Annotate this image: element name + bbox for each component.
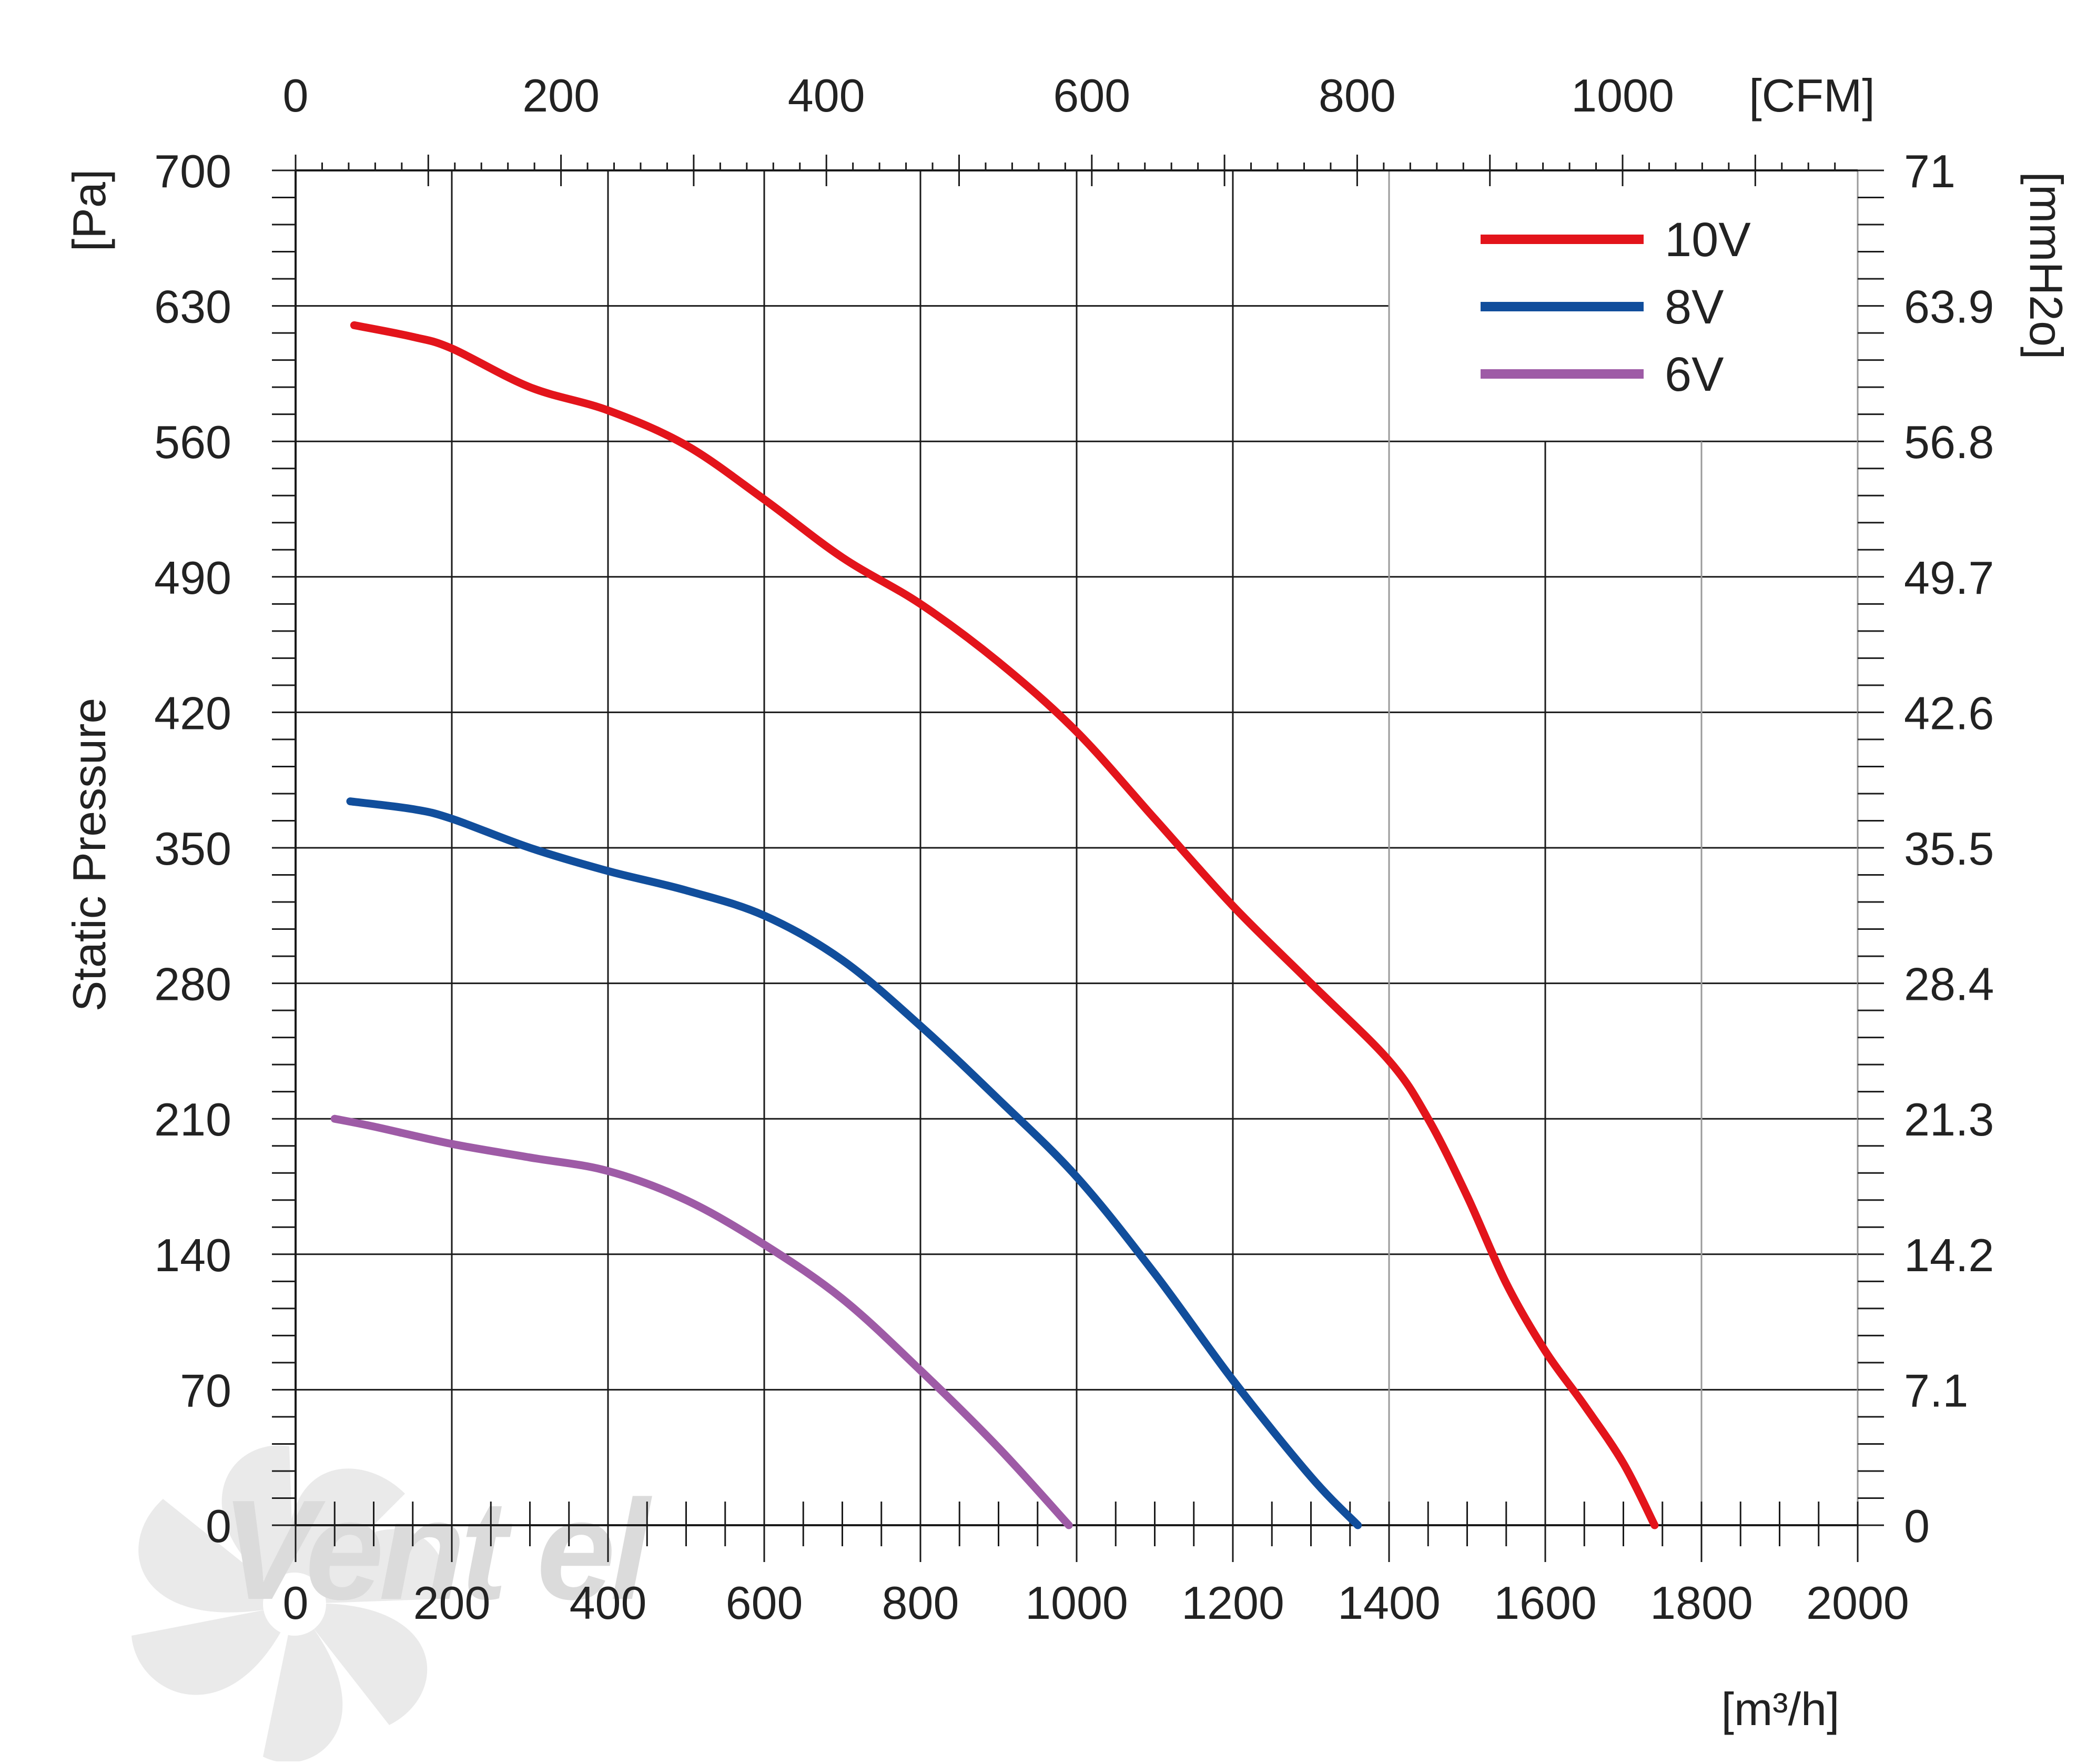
x-tick-label-bottom: 200 <box>413 1577 491 1629</box>
x-tick-label-bottom: 1000 <box>1025 1577 1128 1629</box>
y-tick-label-left: 700 <box>154 145 231 197</box>
watermark-logo: Vent el <box>131 1445 657 1763</box>
y-tick-label-left: 350 <box>154 823 231 875</box>
y-axis-title: Static Pressure <box>63 698 115 1012</box>
x-tick-label-top: 400 <box>788 69 865 121</box>
y-tick-label-left: 280 <box>154 958 231 1010</box>
series-line-6V <box>330 1114 1073 1529</box>
x-tick-label-bottom: 400 <box>570 1577 647 1629</box>
y-tick-label-right: 28.4 <box>1904 958 1994 1010</box>
series-group <box>330 321 1659 1529</box>
axis-labels: 0 70 140 210 280 350 420 490 560 630 700 0 7.1 14.2 21… <box>63 69 2072 1735</box>
y-unit-right: [mmH2o] <box>2020 172 2072 360</box>
legend-label-8V: 8V <box>1665 280 1724 334</box>
y-tick-label-left: 420 <box>154 687 231 739</box>
y-tick-label-left: 70 <box>180 1364 231 1416</box>
y-tick-label-right: 42.6 <box>1904 687 1994 739</box>
series-line-8V <box>346 797 1362 1529</box>
y-tick-label-right: 56.8 <box>1904 416 1994 468</box>
x-tick-label-bottom: 1400 <box>1338 1577 1441 1629</box>
fan-logo-icon <box>131 1445 445 1763</box>
y-tick-label-left: 490 <box>154 552 231 604</box>
x-tick-label-top: 800 <box>1319 69 1396 121</box>
x-unit-top: [CFM] <box>1749 69 1875 121</box>
series-line-10V <box>350 321 1659 1529</box>
x-tick-label-bottom: 800 <box>882 1577 959 1629</box>
y-tick-label-left: 630 <box>154 281 231 333</box>
x-tick-label-bottom: 600 <box>726 1577 803 1629</box>
x-tick-label-bottom: 1600 <box>1494 1577 1597 1629</box>
x-tick-label-top: 600 <box>1053 69 1130 121</box>
y-unit-left: [Pa] <box>63 169 115 252</box>
y-tick-label-right: 35.5 <box>1904 823 1994 875</box>
y-tick-label-right: 71 <box>1904 145 1956 197</box>
y-tick-label-right: 49.7 <box>1904 552 1994 604</box>
x-tick-label-bottom: 1800 <box>1650 1577 1753 1629</box>
x-unit-bottom: [m³/h] <box>1721 1683 1840 1735</box>
x-tick-label-bottom: 2000 <box>1806 1577 1909 1629</box>
y-tick-label-right: 14.2 <box>1904 1229 1994 1281</box>
y-tick-label-right: 0 <box>1904 1500 1930 1552</box>
y-tick-label-right: 7.1 <box>1904 1364 1968 1416</box>
x-tick-label-top: 1000 <box>1571 69 1674 121</box>
legend-label-6V: 6V <box>1665 348 1724 401</box>
y-tick-label-left: 210 <box>154 1093 231 1145</box>
y-tick-label-left: 140 <box>154 1229 231 1281</box>
x-tick-label-top: 200 <box>522 69 600 121</box>
y-tick-label-left: 560 <box>154 416 231 468</box>
grid <box>295 169 1859 1526</box>
y-tick-label-right: 21.3 <box>1904 1093 1994 1145</box>
legend: 10V 8V 6V <box>1481 213 1751 401</box>
legend-label-10V: 10V <box>1665 213 1751 267</box>
y-tick-label-left: 0 <box>206 1500 231 1552</box>
x-tick-label-bottom: 1200 <box>1181 1577 1284 1629</box>
y-tick-label-right: 63.9 <box>1904 281 1994 333</box>
x-tick-label-top: 0 <box>283 69 309 121</box>
x-tick-label-bottom: 0 <box>283 1577 309 1629</box>
axis-ticks <box>272 155 1884 1562</box>
